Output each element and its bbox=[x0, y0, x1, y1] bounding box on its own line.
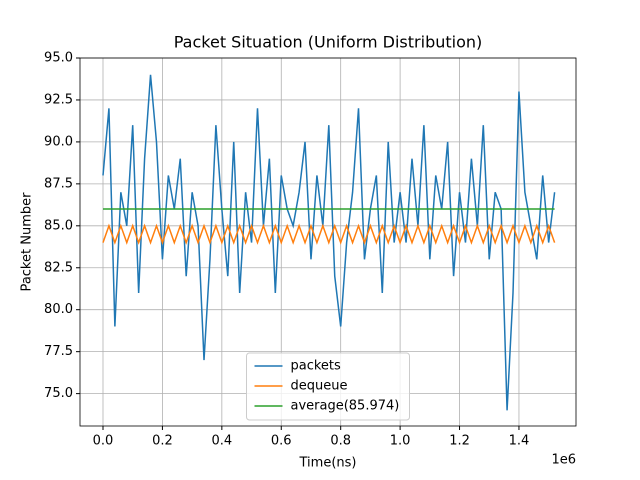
y-axis-label: Packet Number bbox=[20, 192, 35, 292]
x-tick-label: 0.6 bbox=[271, 434, 292, 449]
y-tick-label: 87.5 bbox=[44, 176, 73, 191]
legend-label: packets bbox=[291, 359, 342, 374]
x-offset-label: 1e6 bbox=[551, 453, 576, 468]
x-tick-label: 1.4 bbox=[509, 434, 530, 449]
x-tick-label: 0.4 bbox=[211, 434, 232, 449]
y-tick-label: 92.5 bbox=[44, 92, 73, 107]
legend-label: dequeue bbox=[291, 379, 348, 394]
y-tick-label: 82.5 bbox=[44, 260, 73, 275]
legend-label: average(85.974) bbox=[291, 399, 400, 414]
data-line bbox=[102, 74, 556, 411]
data-line bbox=[102, 223, 556, 245]
x-tick-label: 1.0 bbox=[390, 434, 411, 449]
y-tick-label: 80.0 bbox=[44, 302, 73, 317]
y-tick-label: 85.0 bbox=[44, 218, 73, 233]
chart-title: Packet Situation (Uniform Distribution) bbox=[174, 33, 483, 52]
legend: packets dequeue average(85.974) bbox=[246, 352, 410, 421]
x-tick-label: 0.8 bbox=[330, 434, 351, 449]
y-tick-label: 77.5 bbox=[44, 344, 73, 359]
x-axis-label: Time(ns) bbox=[299, 456, 357, 471]
x-tick-label: 1.2 bbox=[449, 434, 470, 449]
y-tick-label: 90.0 bbox=[44, 134, 73, 149]
x-tick-label: 0.2 bbox=[152, 434, 173, 449]
legend-box bbox=[246, 352, 410, 421]
y-tick-label: 75.0 bbox=[44, 386, 73, 401]
plot-frame bbox=[79, 57, 577, 427]
x-tick-label: 0.0 bbox=[93, 434, 114, 449]
y-tick-label: 95.0 bbox=[44, 51, 73, 66]
